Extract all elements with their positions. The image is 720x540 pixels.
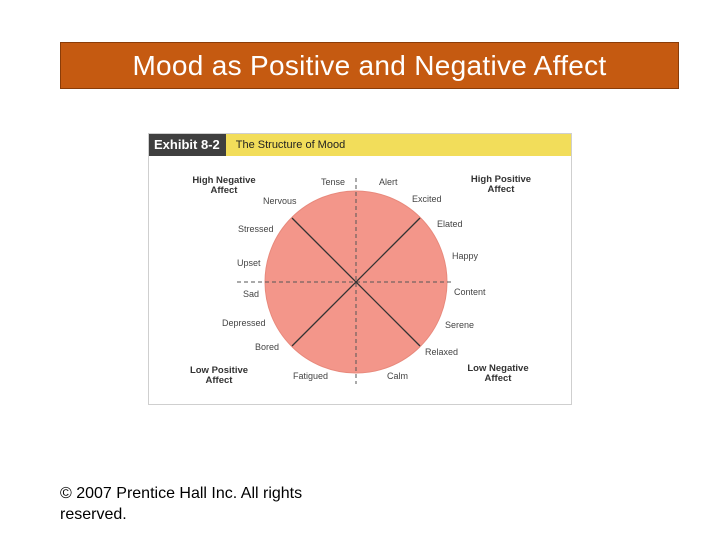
- mood-calm: Calm: [387, 371, 409, 381]
- mood-nervous: Nervous: [263, 196, 297, 206]
- mood-serene: Serene: [445, 320, 475, 330]
- mood-structure-exhibit: Exhibit 8-2 The Structure of Mood High N…: [148, 133, 572, 405]
- corner-high-negative-affect: High Negative Affect: [192, 175, 256, 196]
- positive-affect-diagonal: [291, 217, 421, 347]
- mood-fatigued: Fatigued: [293, 371, 329, 381]
- mood-content: Content: [454, 287, 486, 297]
- mood-tense: Tense: [321, 177, 346, 187]
- exhibit-tag: Exhibit 8-2: [149, 134, 226, 156]
- exhibit-header: Exhibit 8-2 The Structure of Mood: [149, 134, 571, 156]
- mood-relaxed: Relaxed: [425, 347, 459, 357]
- corner-high-positive-affect: High Positive Affect: [470, 174, 532, 195]
- mood-bored: Bored: [255, 342, 280, 352]
- mood-happy: Happy: [452, 251, 479, 261]
- corner-low-negative-affect: Low Negative Affect: [467, 363, 529, 384]
- mood-depressed: Depressed: [222, 318, 266, 328]
- corner-low-positive-affect: Low Positive Affect: [189, 365, 249, 386]
- slide-title: Mood as Positive and Negative Affect: [60, 42, 679, 89]
- mood-excited: Excited: [412, 194, 442, 204]
- mood-stressed: Stressed: [238, 224, 274, 234]
- mood-elated: Elated: [437, 219, 463, 229]
- exhibit-title: The Structure of Mood: [225, 134, 571, 156]
- mood-alert: Alert: [379, 177, 398, 187]
- mood-wheel: [237, 178, 453, 384]
- mood-sad: Sad: [243, 289, 260, 299]
- mood-upset: Upset: [237, 258, 261, 268]
- copyright-notice: © 2007 Prentice Hall Inc. All rights res…: [60, 485, 303, 523]
